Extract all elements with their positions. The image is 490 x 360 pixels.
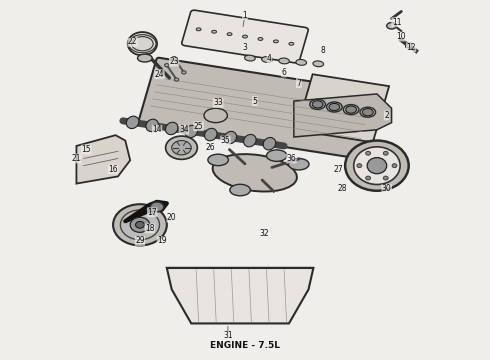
Text: 33: 33 [213,98,223,107]
Text: 7: 7 [296,79,301,88]
Text: 11: 11 [392,18,401,27]
Ellipse shape [366,151,370,155]
Ellipse shape [172,140,191,155]
Ellipse shape [213,154,297,192]
Ellipse shape [185,125,197,138]
Ellipse shape [128,32,157,55]
Ellipse shape [227,33,232,36]
Ellipse shape [289,42,294,45]
Ellipse shape [392,164,397,168]
Ellipse shape [196,28,201,31]
Ellipse shape [126,116,139,129]
Ellipse shape [354,147,400,184]
Polygon shape [76,135,130,184]
Ellipse shape [296,59,307,65]
Ellipse shape [244,134,256,147]
Text: 1: 1 [243,10,247,19]
Ellipse shape [406,43,412,48]
Ellipse shape [258,37,263,40]
FancyBboxPatch shape [182,10,308,63]
Ellipse shape [230,184,250,196]
Text: 30: 30 [382,184,392,193]
Text: 8: 8 [321,46,325,55]
Ellipse shape [212,30,217,33]
FancyBboxPatch shape [138,58,381,159]
Ellipse shape [263,138,276,150]
Ellipse shape [289,158,309,170]
FancyBboxPatch shape [296,74,389,142]
Text: 22: 22 [128,37,137,46]
Ellipse shape [165,64,169,67]
Text: 2: 2 [384,111,389,120]
Ellipse shape [262,57,272,62]
Text: 26: 26 [206,143,216,152]
Text: 12: 12 [406,43,416,52]
Ellipse shape [224,131,237,144]
Ellipse shape [357,164,362,168]
Text: 29: 29 [135,237,145,246]
Text: 32: 32 [260,229,270,238]
Ellipse shape [367,158,387,174]
Ellipse shape [204,129,217,141]
Ellipse shape [346,106,356,113]
Text: ENGINE - 7.5L: ENGINE - 7.5L [210,341,280,350]
Ellipse shape [245,55,255,61]
Ellipse shape [313,61,323,67]
Text: 27: 27 [333,165,343,174]
Text: 6: 6 [282,68,287,77]
Ellipse shape [174,78,179,81]
Ellipse shape [130,217,150,232]
Ellipse shape [182,71,186,74]
Text: 18: 18 [145,224,154,233]
Ellipse shape [363,109,373,116]
Ellipse shape [146,119,158,132]
Ellipse shape [383,176,388,180]
Text: 36: 36 [287,154,296,163]
Ellipse shape [329,103,340,111]
Text: 16: 16 [108,165,118,174]
Text: 23: 23 [170,57,179,66]
Ellipse shape [343,104,359,114]
Ellipse shape [204,108,227,123]
Ellipse shape [267,150,287,161]
Text: 5: 5 [252,96,257,105]
Ellipse shape [172,57,176,60]
Polygon shape [294,94,392,137]
Text: 24: 24 [155,70,164,79]
Ellipse shape [387,23,396,29]
Ellipse shape [208,154,228,166]
Ellipse shape [383,151,388,155]
Ellipse shape [345,140,409,191]
Text: 14: 14 [152,125,162,134]
Text: 19: 19 [157,237,167,246]
Text: 28: 28 [338,184,347,193]
Ellipse shape [243,35,247,38]
Ellipse shape [150,202,164,212]
Text: 35: 35 [220,136,230,145]
Text: 17: 17 [147,208,157,217]
Ellipse shape [360,107,376,117]
Text: 21: 21 [72,154,81,163]
Ellipse shape [113,204,167,246]
Ellipse shape [166,136,197,159]
Ellipse shape [366,176,370,180]
Text: 34: 34 [179,125,189,134]
Ellipse shape [326,102,342,112]
Polygon shape [167,268,314,323]
Ellipse shape [279,58,290,64]
Text: 20: 20 [167,213,176,222]
Ellipse shape [310,99,325,109]
Text: 10: 10 [396,32,406,41]
Text: 25: 25 [194,122,203,131]
Text: 3: 3 [243,43,247,52]
Ellipse shape [138,54,152,62]
Ellipse shape [166,122,178,135]
Text: 4: 4 [267,54,272,63]
Ellipse shape [136,221,145,228]
Ellipse shape [312,101,323,108]
Text: 15: 15 [81,145,91,154]
Text: 31: 31 [223,332,233,341]
Ellipse shape [273,40,278,43]
Ellipse shape [121,210,159,240]
